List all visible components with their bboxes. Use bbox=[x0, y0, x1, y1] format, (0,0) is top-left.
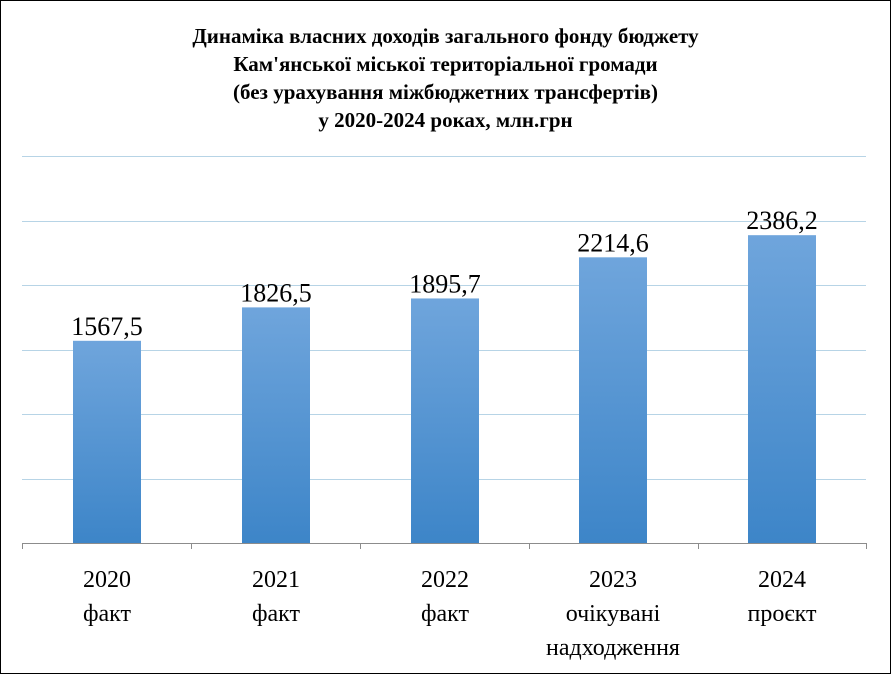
category-label-2023-line-2: очікувані bbox=[566, 601, 661, 627]
chart-title-line-2: Кам'янської міської територіальної грома… bbox=[233, 52, 658, 76]
category-label-2022-line-2: факт bbox=[421, 601, 470, 627]
chart-title: Динаміка власних доходів загального фонд… bbox=[0, 22, 891, 134]
value-labels: 1567,5 1826,5 1895,7 2214,6 2386,2 bbox=[71, 206, 818, 341]
value-label-2023: 2214,6 bbox=[577, 228, 649, 257]
chart-title-line-3: (без урахування міжбюджетних трансфертів… bbox=[233, 80, 658, 104]
value-label-2024: 2386,2 bbox=[746, 206, 818, 235]
category-label-2024-line-1: 2024 bbox=[758, 567, 806, 593]
category-label-2023-line-3: надходження bbox=[546, 635, 680, 661]
category-label-2020-line-2: факт bbox=[83, 601, 132, 627]
bar-2022 bbox=[411, 298, 479, 543]
category-label-2024-line-2: проєкт bbox=[748, 601, 817, 627]
bar-2021 bbox=[242, 307, 310, 543]
value-label-2021: 1826,5 bbox=[240, 278, 312, 307]
category-label-2022-line-1: 2022 bbox=[421, 567, 469, 593]
value-label-2022: 1895,7 bbox=[409, 269, 481, 298]
bar-2024 bbox=[748, 235, 816, 543]
category-label-2021-line-2: факт bbox=[252, 601, 301, 627]
bar-2020 bbox=[73, 340, 141, 543]
chart-title-line-4: у 2020-2024 роках, млн.грн bbox=[318, 108, 573, 132]
category-label-2023-line-1: 2023 bbox=[589, 567, 637, 593]
x-axis: 2020 факт 2021 факт 2022 факт 2023 очікувані над… bbox=[22, 543, 867, 661]
bars bbox=[73, 235, 816, 543]
chart-title-line-1: Динаміка власних доходів загального фонд… bbox=[192, 24, 699, 48]
category-label-2021-line-1: 2021 bbox=[252, 567, 300, 593]
category-label-2020-line-1: 2020 bbox=[83, 567, 131, 593]
bar-2023 bbox=[579, 257, 647, 543]
value-label-2020: 1567,5 bbox=[71, 312, 143, 341]
